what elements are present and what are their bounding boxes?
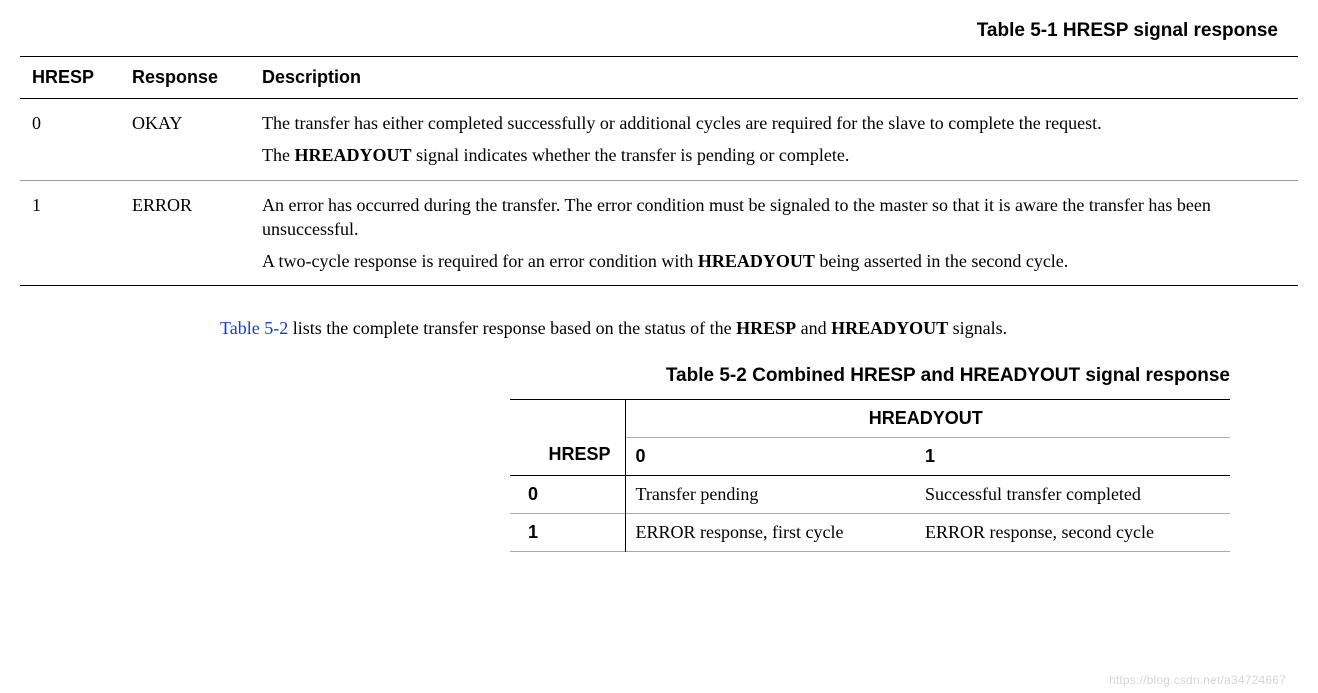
between-tables-paragraph: Table 5-2 lists the complete transfer re… [220, 316, 1298, 340]
row-label: 1 [510, 513, 625, 551]
para-bold-term: HRESP [736, 318, 796, 338]
cell-hresp: 0 [20, 99, 120, 181]
table-row: 1 ERROR response, first cycle ERROR resp… [510, 513, 1230, 551]
desc-paragraph: The HREADYOUT signal indicates whether t… [262, 143, 1286, 167]
table-row: 0 OKAY The transfer has either completed… [20, 99, 1298, 181]
cell-hresp: 1 [20, 180, 120, 286]
desc-bold-term: HREADYOUT [698, 251, 815, 271]
sub-header-1: 1 [915, 437, 1230, 475]
col-header-response: Response [120, 57, 250, 99]
row-label: 0 [510, 475, 625, 513]
desc-text: The [262, 145, 294, 165]
cell: Transfer pending [625, 475, 915, 513]
desc-paragraph: An error has occurred during the transfe… [262, 193, 1286, 242]
watermark-text: https://blog.csdn.net/a34724667 [1109, 673, 1286, 687]
cell-description: An error has occurred during the transfe… [250, 180, 1298, 286]
cell-response: ERROR [120, 180, 250, 286]
cell: ERROR response, first cycle [625, 513, 915, 551]
table-5-2: HRESP HREADYOUT 0 1 0 Transfer pending S… [510, 399, 1230, 552]
table-5-1-title: Table 5-1 HRESP signal response [20, 20, 1298, 42]
col-header-hresp: HRESP [20, 57, 120, 99]
para-text: lists the complete transfer response bas… [288, 318, 736, 338]
table-5-2-container: Table 5-2 Combined HRESP and HREADYOUT s… [510, 365, 1230, 552]
table-row: 1 ERROR An error has occurred during the… [20, 180, 1298, 286]
desc-paragraph: The transfer has either completed succes… [262, 111, 1286, 135]
group-header-hreadyout: HREADYOUT [625, 399, 1230, 437]
desc-text: signal indicates whether the transfer is… [412, 145, 850, 165]
corner-header-hresp: HRESP [510, 399, 625, 475]
desc-text: A two-cycle response is required for an … [262, 251, 698, 271]
table-5-1-header-row: HRESP Response Description [20, 57, 1298, 99]
table-5-2-header-row-1: HRESP HREADYOUT [510, 399, 1230, 437]
desc-paragraph: A two-cycle response is required for an … [262, 249, 1286, 273]
cell: Successful transfer completed [915, 475, 1230, 513]
desc-text: being asserted in the second cycle. [815, 251, 1068, 271]
desc-bold-term: HREADYOUT [294, 145, 411, 165]
para-bold-term: HREADYOUT [831, 318, 948, 338]
table-5-2-title: Table 5-2 Combined HRESP and HREADYOUT s… [510, 365, 1230, 387]
table-row: 0 Transfer pending Successful transfer c… [510, 475, 1230, 513]
cell-response: OKAY [120, 99, 250, 181]
col-header-description: Description [250, 57, 1298, 99]
para-text: signals. [948, 318, 1007, 338]
para-text: and [796, 318, 831, 338]
sub-header-0: 0 [625, 437, 915, 475]
cell: ERROR response, second cycle [915, 513, 1230, 551]
cell-description: The transfer has either completed succes… [250, 99, 1298, 181]
table-5-1: HRESP Response Description 0 OKAY The tr… [20, 56, 1298, 286]
table-5-2-crossref-link[interactable]: Table 5-2 [220, 318, 288, 338]
